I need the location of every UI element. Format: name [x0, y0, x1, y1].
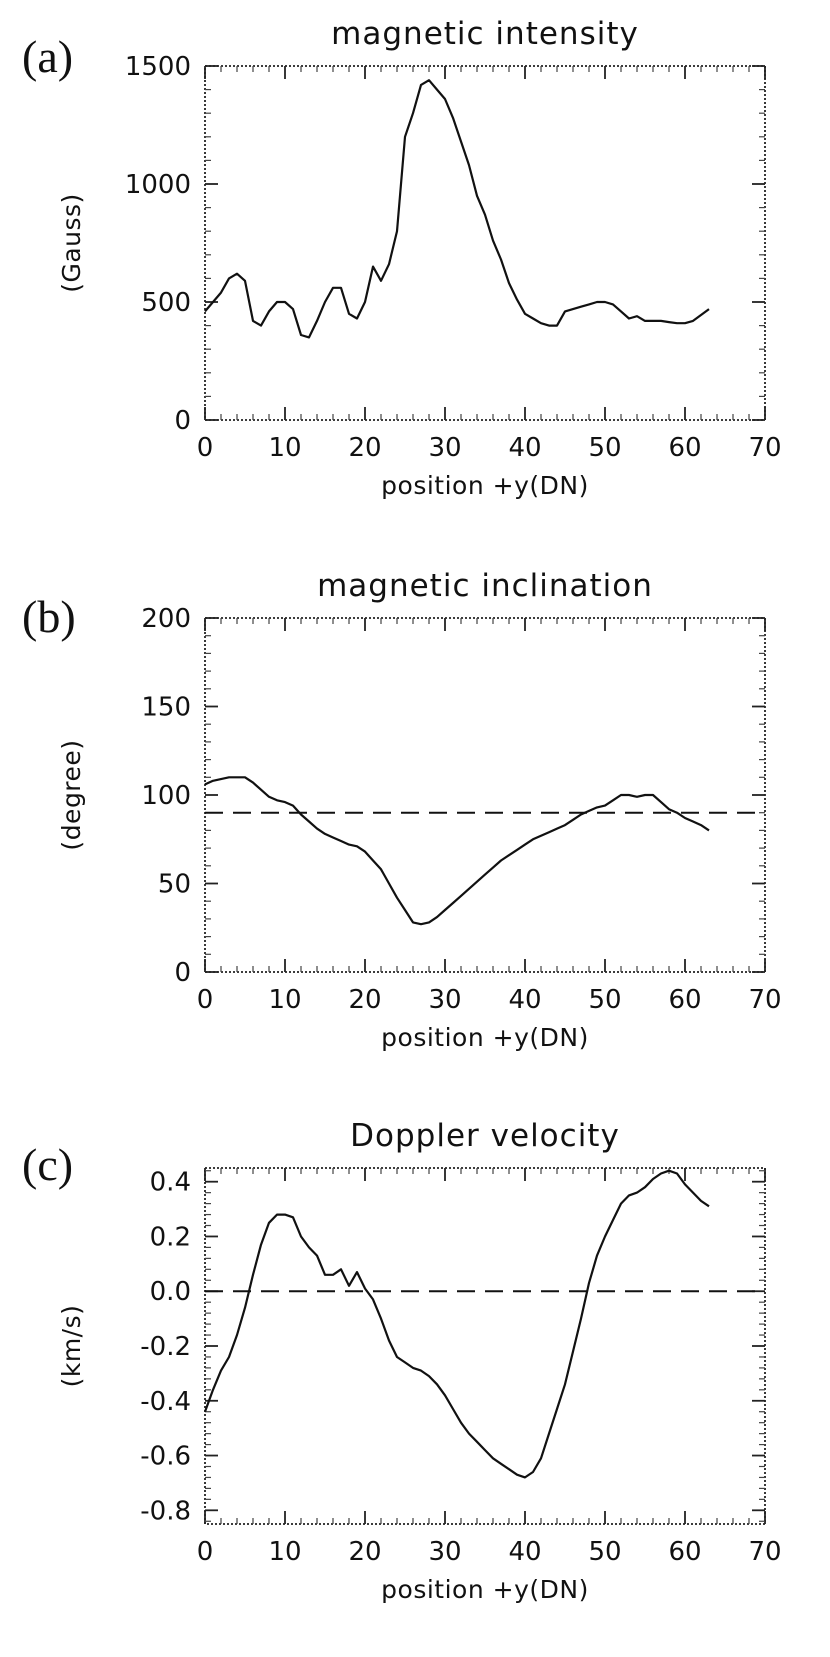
x-tick-label: 30	[428, 433, 461, 463]
y-tick-label: 50	[158, 870, 191, 900]
y-tick-label: 0.0	[150, 1277, 191, 1307]
y-tick-label: -0.8	[140, 1496, 191, 1526]
x-axis-label: position +y(DN)	[381, 1023, 589, 1052]
x-tick-label: 20	[348, 1537, 381, 1567]
y-tick-label: 1500	[125, 52, 191, 82]
x-tick-label: 0	[197, 433, 214, 463]
panel-label: (a)	[22, 31, 73, 82]
chart-panel-1: (a) magnetic intensity 0 10 20 30 40 50 60 70 0 500…	[22, 16, 782, 500]
y-axis-label: (km/s)	[57, 1305, 86, 1388]
x-tick-label: 70	[748, 433, 781, 463]
panel-label: (c)	[22, 1139, 73, 1190]
x-tick-label: 60	[668, 985, 701, 1015]
series-line	[203, 1169, 710, 1479]
y-tick-label: -0.2	[140, 1332, 191, 1362]
x-tick-label: 10	[268, 1537, 301, 1567]
x-tick-label: 0	[197, 1537, 214, 1567]
x-tick-label: 20	[348, 985, 381, 1015]
x-tick-label: 40	[508, 985, 541, 1015]
panel-label: (b)	[22, 591, 76, 642]
x-tick-label: 60	[668, 1537, 701, 1567]
chart-title: magnetic inclination	[317, 568, 653, 604]
plot-frame	[204, 65, 766, 421]
y-tick-label: 0.2	[150, 1222, 191, 1252]
y-tick-label: 100	[141, 781, 191, 811]
x-tick-label: 50	[588, 433, 621, 463]
y-tick-label: 150	[141, 693, 191, 723]
x-tick-label: 10	[268, 985, 301, 1015]
series-line	[204, 79, 710, 339]
chart-panel-3: (c) Doppler velocity 0 10 20 30 40 50 60 70 -0.8 -0…	[22, 1118, 782, 1604]
x-tick-label: 10	[268, 433, 301, 463]
series-line	[204, 776, 710, 926]
y-tick-label: 0.4	[150, 1168, 191, 1198]
x-tick-label: 40	[508, 1537, 541, 1567]
y-tick-label: -0.4	[140, 1387, 191, 1417]
plot-frame	[204, 617, 766, 973]
chart-panel-2: (b) magnetic inclination 0 10 20 30 40 50 60 70 0 5…	[22, 568, 782, 1052]
y-tick-label: 500	[141, 288, 191, 318]
chart-title: Doppler velocity	[350, 1118, 620, 1154]
plot-frame	[204, 1167, 766, 1525]
y-axis-label: (Gauss)	[57, 193, 86, 293]
chart-title: magnetic intensity	[331, 16, 639, 52]
x-axis-label: position +y(DN)	[381, 471, 589, 500]
y-tick-label: 1000	[125, 170, 191, 200]
y-tick-label: 0	[174, 406, 191, 436]
y-tick-label: 0	[174, 958, 191, 988]
x-tick-label: 70	[748, 1537, 781, 1567]
x-axis-label: position +y(DN)	[381, 1575, 589, 1604]
y-axis-label: (degree)	[57, 739, 86, 850]
x-tick-label: 50	[588, 985, 621, 1015]
x-tick-label: 30	[428, 985, 461, 1015]
x-tick-label: 70	[748, 985, 781, 1015]
x-tick-label: 30	[428, 1537, 461, 1567]
y-tick-label: 200	[141, 604, 191, 634]
y-tick-label: -0.6	[140, 1442, 191, 1472]
x-tick-label: 20	[348, 433, 381, 463]
x-tick-label: 60	[668, 433, 701, 463]
x-tick-label: 40	[508, 433, 541, 463]
x-tick-label: 50	[588, 1537, 621, 1567]
x-tick-label: 0	[197, 985, 214, 1015]
